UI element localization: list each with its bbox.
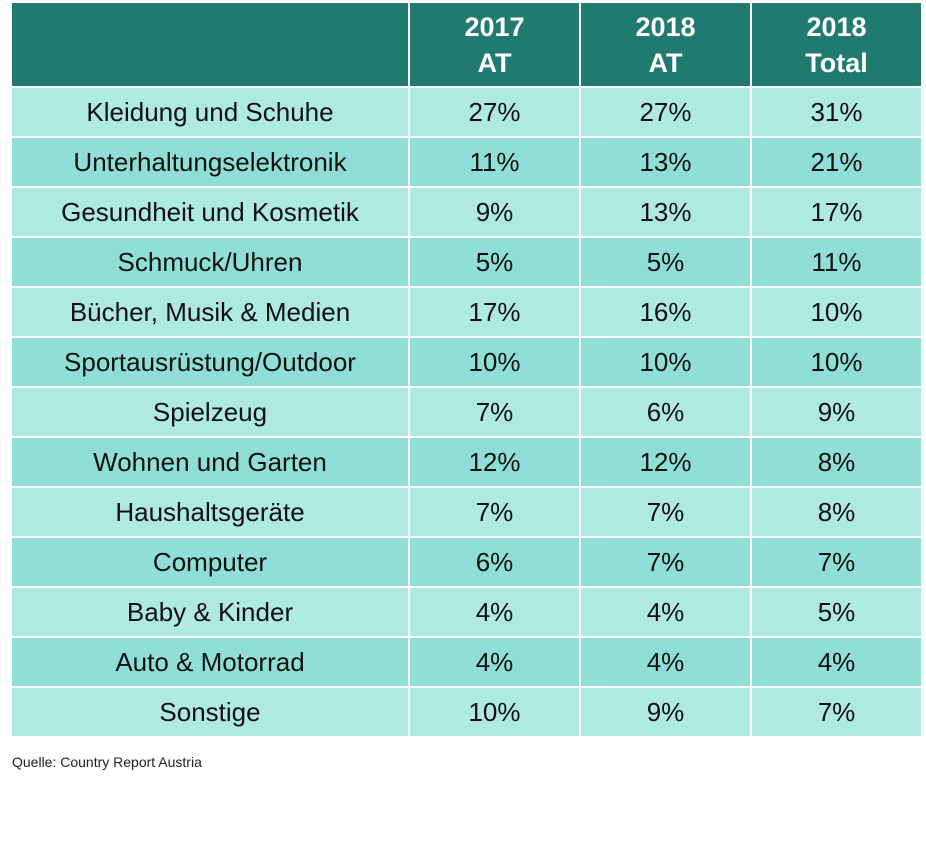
category-cell: Unterhaltungselektronik: [10, 137, 410, 188]
value-2018-at-cell: 13%: [579, 137, 752, 188]
table-row: Gesundheit und Kosmetik 9% 13% 17%: [10, 187, 923, 238]
table-row: Schmuck/Uhren 5% 5% 11%: [10, 237, 923, 288]
header-2017-at-region: AT: [477, 47, 512, 78]
table-row: Computer 6% 7% 7%: [10, 537, 923, 588]
value-2018-at-cell: 9%: [579, 687, 752, 738]
value-2018-total-cell: 8%: [750, 487, 923, 538]
header-2018-total-year: 2018: [806, 11, 867, 42]
category-cell: Baby & Kinder: [10, 587, 410, 638]
table-row: Wohnen und Garten 12% 12% 8%: [10, 437, 923, 488]
header-2018-total: 2018 Total: [750, 3, 923, 88]
value-2017-at-cell: 4%: [408, 587, 581, 638]
category-cell: Sonstige: [10, 687, 410, 738]
category-cell: Bücher, Musik & Medien: [10, 287, 410, 338]
value-2017-at-cell: 10%: [408, 337, 581, 388]
value-2017-at-cell: 5%: [408, 237, 581, 288]
value-2018-at-cell: 13%: [579, 187, 752, 238]
value-2018-total-cell: 8%: [750, 437, 923, 488]
header-corner-cell: [10, 3, 410, 88]
table-row: Baby & Kinder 4% 4% 5%: [10, 587, 923, 638]
category-cell: Kleidung und Schuhe: [10, 87, 410, 138]
header-2018-total-region: Total: [805, 47, 868, 78]
table-row: Haushaltsgeräte 7% 7% 8%: [10, 487, 923, 538]
value-2017-at-cell: 27%: [408, 87, 581, 138]
value-2018-total-cell: 7%: [750, 687, 923, 738]
table-row: Spielzeug 7% 6% 9%: [10, 387, 923, 438]
source-note: Quelle: Country Report Austria: [12, 754, 202, 770]
category-cell: Auto & Motorrad: [10, 637, 410, 688]
category-cell: Spielzeug: [10, 387, 410, 438]
value-2018-total-cell: 9%: [750, 387, 923, 438]
value-2018-at-cell: 27%: [579, 87, 752, 138]
value-2018-at-cell: 6%: [579, 387, 752, 438]
table-row: Auto & Motorrad 4% 4% 4%: [10, 637, 923, 688]
category-share-table: 2017 AT 2018 AT 2018 Total Kleidung und …: [10, 3, 923, 738]
value-2017-at-cell: 12%: [408, 437, 581, 488]
category-cell: Schmuck/Uhren: [10, 237, 410, 288]
header-2018-at-region: AT: [648, 47, 683, 78]
table-row: Bücher, Musik & Medien 17% 16% 10%: [10, 287, 923, 338]
header-2018-at-year: 2018: [635, 11, 696, 42]
header-2018-at: 2018 AT: [579, 3, 752, 88]
table-row: Sonstige 10% 9% 7%: [10, 687, 923, 738]
value-2018-total-cell: 7%: [750, 537, 923, 588]
value-2018-total-cell: 10%: [750, 337, 923, 388]
value-2018-total-cell: 5%: [750, 587, 923, 638]
value-2017-at-cell: 17%: [408, 287, 581, 338]
value-2018-total-cell: 4%: [750, 637, 923, 688]
value-2018-total-cell: 11%: [750, 237, 923, 288]
category-cell: Computer: [10, 537, 410, 588]
value-2017-at-cell: 7%: [408, 487, 581, 538]
value-2017-at-cell: 4%: [408, 637, 581, 688]
value-2018-at-cell: 7%: [579, 487, 752, 538]
table-header-row: 2017 AT 2018 AT 2018 Total: [10, 3, 923, 88]
category-cell: Sportausrüstung/Outdoor: [10, 337, 410, 388]
category-cell: Wohnen und Garten: [10, 437, 410, 488]
table-row: Sportausrüstung/Outdoor 10% 10% 10%: [10, 337, 923, 388]
value-2017-at-cell: 7%: [408, 387, 581, 438]
value-2017-at-cell: 11%: [408, 137, 581, 188]
header-2017-at-year: 2017: [464, 11, 525, 42]
value-2017-at-cell: 6%: [408, 537, 581, 588]
value-2018-at-cell: 12%: [579, 437, 752, 488]
value-2018-at-cell: 16%: [579, 287, 752, 338]
value-2017-at-cell: 9%: [408, 187, 581, 238]
table-row: Unterhaltungselektronik 11% 13% 21%: [10, 137, 923, 188]
category-table-container: 2017 AT 2018 AT 2018 Total Kleidung und …: [10, 3, 923, 738]
value-2018-total-cell: 21%: [750, 137, 923, 188]
value-2018-total-cell: 10%: [750, 287, 923, 338]
value-2018-total-cell: 31%: [750, 87, 923, 138]
category-cell: Haushaltsgeräte: [10, 487, 410, 538]
category-cell: Gesundheit und Kosmetik: [10, 187, 410, 238]
header-2017-at: 2017 AT: [408, 3, 581, 88]
value-2018-at-cell: 10%: [579, 337, 752, 388]
value-2018-at-cell: 7%: [579, 537, 752, 588]
value-2018-total-cell: 17%: [750, 187, 923, 238]
value-2018-at-cell: 5%: [579, 237, 752, 288]
value-2018-at-cell: 4%: [579, 637, 752, 688]
value-2018-at-cell: 4%: [579, 587, 752, 638]
value-2017-at-cell: 10%: [408, 687, 581, 738]
table-row: Kleidung und Schuhe 27% 27% 31%: [10, 87, 923, 138]
